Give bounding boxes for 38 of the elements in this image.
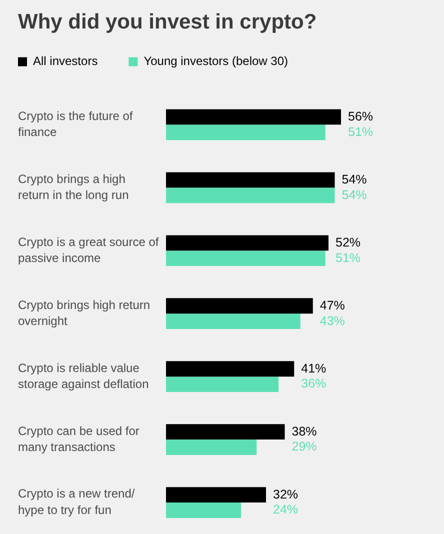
y-tick-label: Crypto is reliable value storage against deflation bbox=[18, 360, 149, 391]
data-label: 41% bbox=[301, 361, 326, 376]
bar bbox=[166, 250, 326, 266]
data-label: 51% bbox=[348, 124, 374, 139]
data-label: 56% bbox=[348, 109, 374, 124]
data-label: 38% bbox=[292, 424, 317, 438]
y-tick-label: Crypto is a great source of passive income bbox=[18, 234, 160, 266]
bar bbox=[166, 109, 341, 125]
y-tick-label: Crypto brings a high return in the long run bbox=[18, 172, 129, 202]
data-label: 52% bbox=[336, 235, 361, 250]
bar bbox=[166, 124, 326, 140]
data-label: 29% bbox=[292, 440, 317, 454]
bar bbox=[166, 188, 335, 204]
y-tick-label: Crypto is the future of finance bbox=[18, 108, 134, 140]
data-label: 24% bbox=[273, 502, 298, 517]
data-label: 51% bbox=[336, 250, 361, 265]
legend-label: Young investors (below 30) bbox=[144, 54, 288, 68]
data-label: 54% bbox=[342, 172, 367, 186]
y-tick-label: Crypto can be used for many transactions bbox=[18, 424, 140, 454]
data-label: 32% bbox=[273, 487, 298, 502]
bar bbox=[166, 298, 313, 314]
bar bbox=[166, 314, 300, 330]
bar bbox=[166, 376, 278, 392]
legend-label: All investors bbox=[33, 54, 98, 68]
y-tick-label: Crypto brings high return overnight bbox=[18, 298, 150, 328]
data-label: 54% bbox=[342, 188, 367, 202]
data-label: 47% bbox=[320, 298, 345, 312]
bar bbox=[166, 235, 328, 251]
data-label: 36% bbox=[301, 376, 326, 391]
chart-title: Why did you invest in crypto? bbox=[18, 10, 317, 34]
bar bbox=[166, 440, 257, 455]
bar bbox=[166, 502, 241, 518]
bar bbox=[166, 172, 335, 188]
bar bbox=[166, 424, 285, 440]
bar bbox=[166, 487, 266, 503]
y-tick-label: Crypto is a new trend/ hype to try for fun bbox=[18, 486, 136, 517]
data-label: 43% bbox=[320, 314, 345, 328]
bar bbox=[166, 361, 294, 377]
